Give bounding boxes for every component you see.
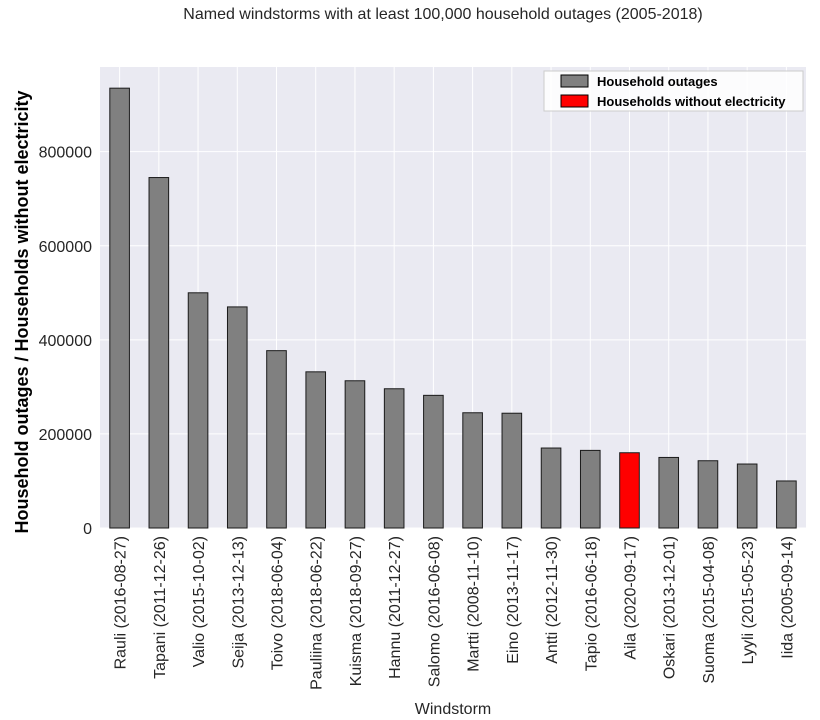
bar [579,449,601,529]
legend-label-household-outages: Household outages [597,74,718,89]
x-tick-label: Iida (2005-09-14) [779,536,796,659]
y-tick-label: 800000 [39,145,92,162]
x-axis-label: Windstorm [415,701,491,718]
plot-area [100,67,806,528]
x-tick-label: Seija (2013-12-13) [230,536,247,669]
x-tick-label: Tapani (2011-12-26) [152,536,169,679]
bar [540,447,562,529]
bar [344,380,366,529]
x-tick-label: Salomo (2016-06-08) [426,536,443,687]
y-tick-label: 200000 [39,427,92,444]
y-axis-label: Household outages / Households without e… [12,90,32,533]
bar [501,412,523,529]
bar [658,456,680,529]
x-tick-label: Oskari (2013-12-01) [662,536,679,679]
bar [266,350,287,529]
bar [619,452,640,529]
legend-label-households-without-electricity: Households without electricity [597,94,786,109]
bar [697,460,719,529]
y-axis-ticks: 0 200000 400000 600000 800000 [39,145,92,538]
bar [383,388,405,529]
y-tick-label: 600000 [39,239,92,256]
x-tick-label: Aila (2020-09-17) [623,536,640,660]
bar [462,412,483,529]
bar [226,306,248,529]
legend-swatch-household-outages [560,74,589,88]
x-tick-label: Rauli (2016-08-27) [113,536,130,669]
x-axis-ticks: Rauli (2016-08-27) Tapani (2011-12-26) Val… [113,536,797,690]
bars [109,87,797,529]
x-tick-label: Lyyli (2015-05-23) [740,536,757,664]
x-tick-label: Kuisma (2018-09-27) [348,536,365,686]
bar [148,177,170,529]
x-tick-label: Eino (2013-11-17) [505,536,522,664]
y-tick-label: 0 [83,521,92,538]
bar [187,292,209,529]
legend-swatch-households-without-electricity [560,94,589,108]
x-tick-label: Antti (2012-11-30) [544,536,561,664]
x-tick-label: Hannu (2011-12-27) [387,536,404,679]
bar [305,371,327,529]
bar [736,463,758,529]
x-tick-label: Pauliina (2018-06-22) [309,536,326,690]
x-tick-label: Tapio (2016-06-18) [583,536,600,671]
x-tick-label: Suoma (2015-04-08) [701,536,718,684]
x-tick-label: Valio (2015-10-02) [191,536,208,667]
bar [423,394,444,529]
y-tick-label: 400000 [39,333,92,350]
bar [109,87,130,529]
x-tick-label: Martti (2008-11-10) [466,536,483,672]
bar [776,480,797,529]
legend: Household outages Households without ele… [543,70,804,112]
chart-title: Named windstorms with at least 100,000 h… [183,6,702,23]
x-tick-label: Toivo (2018-06-04) [270,536,287,670]
